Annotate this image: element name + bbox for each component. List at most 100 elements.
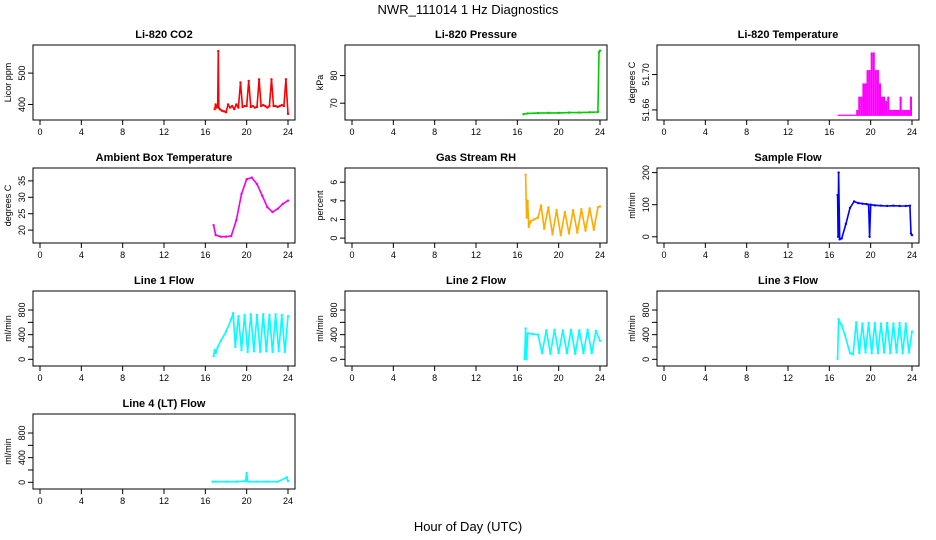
x-tick-label: 8 [120, 373, 125, 383]
data-point [229, 318, 233, 321]
x-tick-label: 20 [866, 250, 876, 260]
x-tick-label: 4 [703, 127, 708, 137]
x-tick-label: 8 [744, 127, 749, 137]
y-tick-label: 400 [17, 327, 27, 342]
data-point [851, 353, 855, 356]
data-point [262, 313, 265, 316]
series-line [524, 174, 601, 237]
data-bar [872, 52, 875, 116]
data-bar [889, 109, 892, 116]
data-point [886, 204, 889, 208]
data-point [213, 348, 216, 352]
data-bar [860, 96, 863, 116]
data-point [527, 225, 530, 229]
data-point [252, 350, 256, 353]
data-point [281, 202, 285, 206]
data-point [265, 350, 268, 353]
data-point [898, 321, 901, 325]
data-point [266, 205, 269, 209]
data-point [214, 351, 217, 355]
y-tick-label: 400 [641, 327, 651, 342]
data-point [889, 351, 892, 355]
data-point [232, 311, 235, 315]
x-tick-label: 0 [349, 127, 354, 137]
data-point [226, 103, 230, 106]
data-point [565, 351, 569, 355]
data-point [218, 107, 221, 111]
panel-title: Sample Flow [754, 152, 822, 164]
x-tick-label: 20 [242, 250, 252, 260]
data-point [904, 204, 907, 208]
data-point [233, 107, 236, 111]
data-point [245, 471, 248, 475]
y-tick-label: 800 [17, 426, 27, 441]
y-tick-label: 200 [641, 165, 651, 180]
data-point [907, 351, 911, 354]
data-point [567, 111, 571, 114]
data-point [243, 313, 246, 317]
x-tick-label: 20 [554, 127, 564, 137]
data-point [268, 104, 271, 108]
data-point [873, 321, 876, 325]
y-tick-label: 500 [17, 66, 27, 81]
data-bar [885, 101, 888, 116]
data-bar [899, 96, 902, 116]
series-line [212, 472, 289, 483]
data-point [255, 105, 259, 109]
data-point [868, 235, 871, 238]
data-point [840, 237, 843, 240]
data-bar [891, 109, 894, 116]
panel-10: Line 4 (LT) Flow 0 4 8 12 16 20 24 0 400 800 ml/min [3, 398, 296, 506]
x-tick-label: 0 [349, 373, 354, 383]
data-point [219, 235, 223, 238]
data-point [526, 199, 529, 203]
data-point [526, 332, 529, 335]
figure-title: NWR_111014 1 Hz Diagnostics [378, 2, 559, 17]
data-point [598, 49, 602, 52]
x-tick-label: 24 [907, 127, 917, 137]
data-point [237, 314, 240, 318]
data-point [224, 330, 228, 333]
plot-frame [344, 167, 608, 244]
x-tick-label: 24 [283, 496, 293, 506]
x-tick-label: 8 [120, 127, 125, 137]
data-point [235, 480, 238, 483]
data-point [243, 104, 246, 108]
data-point [857, 201, 860, 205]
data-point [217, 49, 220, 53]
y-tick-label: 800 [329, 303, 339, 318]
data-point [285, 476, 289, 479]
x-tick-label: 24 [283, 127, 293, 137]
y-tick-label: 35 [17, 176, 27, 186]
panel-6: Sample Flow 0 4 8 12 16 20 24 0 100 200 ml/min [627, 152, 920, 260]
data-point [244, 479, 247, 483]
data-point [235, 219, 238, 222]
x-tick-label: 8 [432, 250, 437, 260]
x-tick-label: 12 [783, 127, 793, 137]
data-point [249, 313, 252, 316]
data-point [545, 329, 548, 332]
data-point [865, 202, 868, 206]
data-point [284, 78, 288, 81]
y-tick-label: 400 [17, 97, 27, 112]
data-point [852, 200, 856, 203]
y-tick-label: 70 [329, 98, 339, 108]
data-bar [897, 109, 900, 116]
y-tick-label: 800 [17, 303, 27, 318]
y-axis-label: Licor ppm [3, 63, 13, 103]
data-point [525, 216, 528, 219]
x-tick-label: 8 [432, 127, 437, 137]
y-axis-label: ml/min [315, 315, 325, 342]
data-point [246, 350, 249, 354]
data-point [266, 480, 269, 483]
data-point [255, 313, 259, 317]
x-tick-label: 0 [661, 373, 666, 383]
y-tick-label: 0 [329, 357, 339, 362]
y-tick-label: 25 [17, 209, 27, 219]
y-tick-label: 0 [329, 236, 339, 241]
data-point [276, 480, 279, 483]
y-tick-label: 0 [641, 234, 651, 239]
y-tick-label: 80 [329, 71, 339, 81]
data-point [844, 222, 848, 226]
